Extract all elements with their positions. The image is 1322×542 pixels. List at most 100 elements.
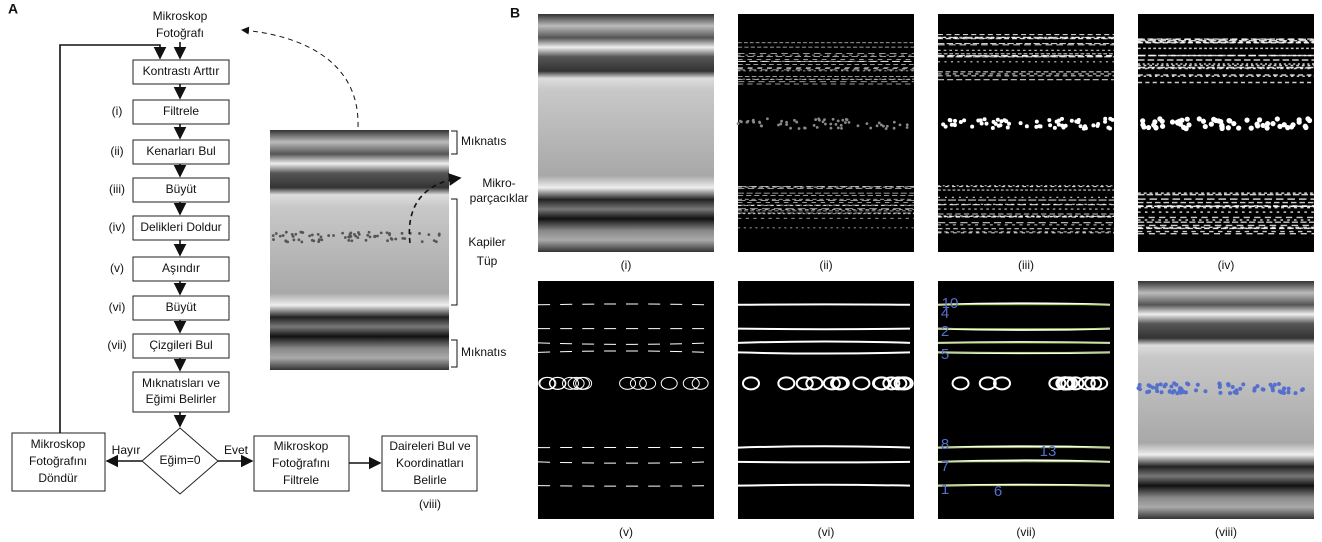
process-box [381,435,478,492]
particle [752,120,756,124]
particle [1264,125,1270,131]
particle [310,233,314,237]
blob [691,376,709,390]
particle [841,118,845,122]
particle [332,234,335,237]
particle [437,233,441,237]
particle [793,118,796,122]
particle [385,231,389,235]
label: Daireleri Bul ve [389,439,471,453]
particle [979,121,984,126]
particle [1159,123,1166,129]
particle [1140,118,1146,124]
particle [892,120,896,124]
blob [822,376,841,391]
particle [1167,389,1172,394]
particle [1225,125,1231,131]
particle [1305,116,1311,122]
blob [882,376,901,391]
label: (iii) [109,182,125,196]
label: (ii) [110,144,123,158]
particle [831,117,835,121]
label: Fotoğrafı [156,26,204,40]
label: Aşındır [162,261,200,275]
edge [737,340,911,344]
blob [567,376,585,390]
particle [884,127,888,131]
particle [1145,390,1150,395]
particle [1108,116,1113,121]
particle [1063,123,1068,128]
blob [682,376,700,390]
particle [1208,121,1214,127]
particle [1159,390,1164,395]
particle [1018,121,1023,126]
particle [1163,382,1168,387]
label: Eğimi Belirler [146,392,217,406]
blob [1055,376,1074,391]
particle [797,127,801,130]
processed-image [738,281,914,519]
particle [803,126,806,130]
label: 2 [941,323,949,340]
particle [829,122,833,126]
particle [1285,125,1291,131]
blob [993,376,1012,391]
particle [746,119,750,123]
particle [1252,386,1257,391]
particle [1181,124,1187,130]
particle [962,118,967,123]
label: Mikroskop [153,9,208,23]
particle [814,118,818,121]
particle [958,119,963,124]
blob [572,376,590,390]
label: (vi) [818,525,835,539]
particle [1095,123,1100,128]
particle [1276,382,1281,387]
process-box [132,215,230,241]
bracket [451,130,458,155]
particle [1159,118,1165,124]
particle [766,117,769,121]
particle [394,237,398,241]
particle [403,237,407,240]
process-box [132,177,230,203]
particle [1248,125,1254,131]
label: (vii) [107,338,126,352]
particle [284,230,288,234]
particle [356,236,360,240]
particle [984,121,989,126]
blob [539,376,557,390]
particle [993,121,998,126]
label: 8 [941,436,949,453]
particle [1184,116,1190,122]
particle [817,117,821,121]
label: Mikroskop [31,437,86,451]
particle [1091,123,1096,128]
label: Evet [224,443,249,457]
particle [1146,383,1151,388]
particle [1007,121,1012,126]
label: (v) [619,525,633,539]
label: 5 [941,346,949,363]
label: Büyüt [166,182,197,196]
blob [639,376,657,390]
particle [865,122,869,126]
particle [905,126,909,129]
label: (iv) [1218,258,1235,272]
label: (vi) [109,300,126,314]
particle [1195,382,1200,387]
particle [1265,121,1271,127]
label: (v) [110,261,124,275]
particle [875,124,879,128]
particle [1136,386,1141,391]
particle [905,123,909,127]
particle [785,123,789,126]
particle [1002,118,1007,123]
processed-image [938,281,1114,519]
process-box [11,432,106,492]
particle [1303,124,1309,131]
particle [349,234,353,238]
edge [737,445,911,449]
